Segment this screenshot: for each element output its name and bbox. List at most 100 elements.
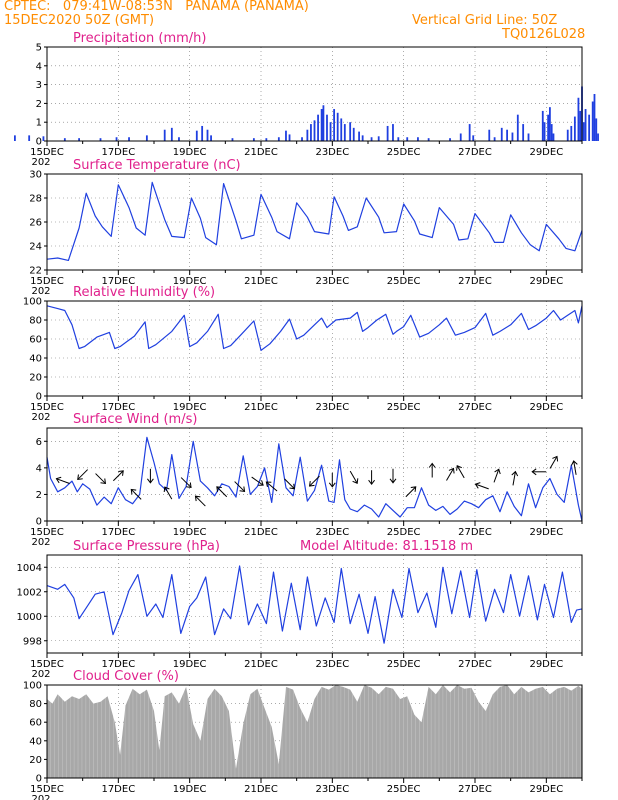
x-tick-label: 21DEC [244, 527, 278, 538]
wind-line [46, 436, 583, 522]
wind-arrow-head [448, 467, 455, 474]
precip-bar [310, 124, 312, 141]
x-tick-label: 21DEC [244, 402, 278, 413]
wind-arrow [216, 486, 228, 498]
precip-bar [577, 97, 580, 141]
wind-arrow-shaft [234, 481, 245, 492]
x-tick-label: 29DEC [529, 147, 563, 158]
x-tick-label: 19DEC [173, 276, 207, 287]
wind-arrow-shaft [112, 470, 124, 482]
y-tick-label: 30 [29, 170, 42, 181]
wind-arrow [389, 468, 397, 484]
precip-bar [340, 118, 343, 141]
cloud-cover-area [47, 685, 582, 778]
y-tick-label: 4 [36, 61, 42, 72]
y-tick-label: 1002 [17, 587, 42, 598]
precip-bar [343, 124, 346, 141]
precip-bar [358, 131, 360, 141]
precip-bar [145, 135, 148, 141]
precip-bar [178, 137, 180, 141]
precip-bar [552, 133, 555, 141]
wind-arrow-shaft [77, 469, 89, 480]
precip-bar [313, 120, 316, 141]
wind-panel [44, 427, 583, 526]
y-tick-label: 40 [29, 354, 42, 365]
wind-arrow-head [474, 482, 481, 489]
x-tick-label: 23DEC [315, 402, 349, 413]
x-tick-label: 15DEC [30, 784, 64, 795]
wind-arrow [163, 486, 173, 500]
wind-arrow-shaft [512, 471, 516, 486]
wind-arrow [511, 470, 519, 486]
y-tick-label: 2 [36, 490, 42, 501]
y-tick-label: 1000 [17, 612, 42, 623]
cloud-frame [46, 684, 583, 779]
precip-bar [591, 101, 594, 141]
press-panel [44, 554, 583, 658]
x-tick-label: 23DEC [315, 659, 349, 670]
precip-bar [333, 109, 336, 141]
y-tick-label: 80 [29, 699, 42, 710]
wind-arrow [130, 488, 142, 500]
wind-arrow-shaft [549, 456, 558, 469]
precip-bar [417, 137, 419, 141]
wind-arrow-head [118, 470, 124, 476]
precip-bar [329, 122, 332, 141]
precip-bar [63, 138, 66, 141]
wind-arrow [95, 473, 107, 485]
wind-arrow-shaft [266, 481, 278, 492]
wind-arrow-shaft [195, 495, 206, 507]
y-tick-label: 6 [36, 437, 42, 448]
wind-arrow [446, 467, 455, 481]
x-tick-label: 17DEC [101, 527, 135, 538]
y-tick-label: 3 [36, 80, 42, 91]
x-tick-label: 17DEC [101, 276, 135, 287]
wind-arrow-shaft [130, 489, 142, 500]
wind-arrow-shaft [309, 475, 320, 487]
y-tick-label: 20 [29, 755, 42, 766]
wind-arrow-head [352, 478, 359, 484]
precip-bar [265, 138, 268, 141]
precip-bar [511, 132, 514, 141]
precip-bar [582, 122, 585, 141]
precip-bar [206, 129, 209, 141]
precip-bar [288, 134, 291, 141]
wind-arrow [146, 468, 154, 484]
x-tick-label: 21DEC [244, 659, 278, 670]
wind-arrow-head [511, 470, 519, 477]
y-tick-label: 80 [29, 316, 42, 327]
wind-arrow-head [163, 486, 170, 493]
x-tick-label: 17DEC [101, 784, 135, 795]
x-tick-label: 15DEC [30, 276, 64, 287]
wind-arrow [112, 470, 124, 482]
precip-bar [115, 137, 118, 141]
precip-bar [506, 129, 508, 141]
y-tick-label: 1 [36, 118, 42, 129]
precip-bar [597, 133, 599, 141]
precip-bar [527, 133, 530, 141]
precip-bar [549, 107, 551, 141]
wind-arrow-head [265, 481, 272, 487]
rh-line [46, 305, 583, 351]
wind-arrow [284, 478, 296, 490]
wind-arrow [531, 468, 547, 476]
x-tick-label: 29DEC [529, 784, 563, 795]
x-tick-label: 15DEC [30, 147, 64, 158]
y-tick-label: 5 [36, 43, 42, 54]
wind-arrow-head [552, 455, 559, 462]
cloud-panel [44, 684, 583, 783]
x-tick-label: 19DEC [173, 784, 207, 795]
precip-bar [195, 130, 198, 141]
x-tick-label: 15DEC [30, 402, 64, 413]
x-tick-label: 19DEC [173, 659, 207, 670]
precip-bar [210, 135, 212, 141]
precip-bar [320, 109, 323, 141]
x-year-label: 202 [31, 537, 50, 548]
wind-arrow-shaft [456, 465, 465, 479]
x-tick-label: 21DEC [244, 276, 278, 287]
wind-frame [46, 427, 583, 522]
wind-arrow-head [100, 478, 107, 485]
wind-arrow-shaft [573, 460, 577, 475]
x-tick-label: 25DEC [387, 147, 421, 158]
